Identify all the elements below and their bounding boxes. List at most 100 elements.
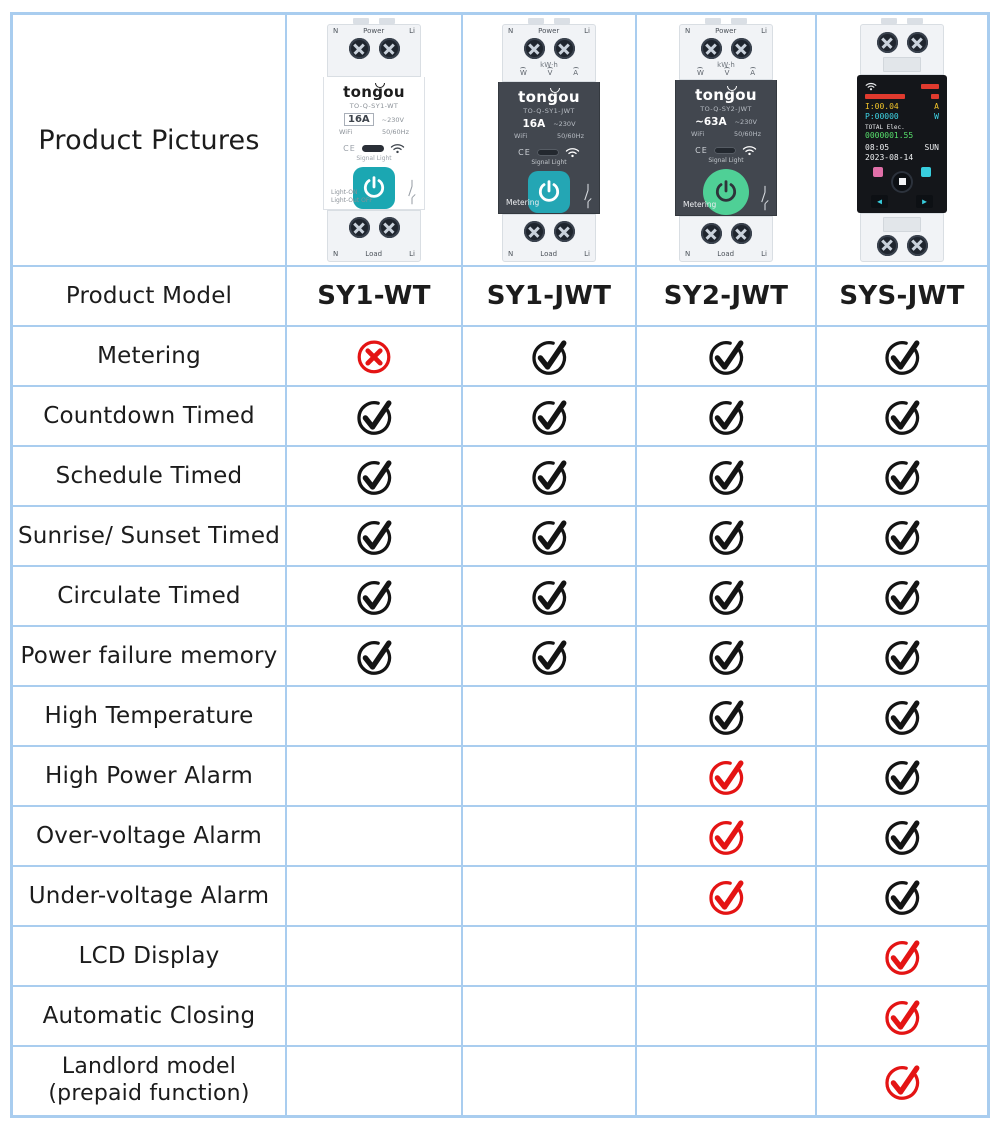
terminal-label: Power (538, 27, 560, 35)
empty-cell (287, 687, 461, 745)
check-icon (637, 687, 815, 745)
volt-symbol: V (724, 69, 730, 77)
terminal-labels-bottom: N Load Li (503, 250, 595, 260)
empty-cell (463, 927, 635, 985)
check-icon (637, 567, 815, 625)
feature-label: Power failure memory (13, 627, 285, 685)
power-button-icon (528, 171, 570, 214)
device-body: tongou TO-Q-SY1-WT 16A ~230V WiFi 50/60H… (323, 77, 425, 211)
check-icon (817, 807, 987, 865)
terminal-label: Power (715, 27, 737, 35)
empty-cell (287, 987, 461, 1045)
volt-rating: ~230V (381, 115, 404, 124)
check-icon (817, 447, 987, 505)
check-icon (817, 627, 987, 685)
amp-rating: 16A (522, 118, 546, 131)
device-body: tongou TO-Q-SY2-JWT ~63A ~230V WiFi 50/6… (675, 80, 777, 217)
freq-label: 50/60Hz (733, 130, 761, 139)
lcd-current-value: I:00.04 (865, 101, 899, 111)
wifi-label: WiFi (691, 130, 705, 139)
freq-label: 50/60Hz (556, 132, 584, 141)
screw-icon (876, 234, 898, 256)
terminal-label: Li (409, 27, 415, 35)
left-arrow-icon: ◀ (871, 194, 888, 208)
brand-logo: tongou (695, 86, 757, 105)
feature-label-text: Under-voltage Alarm (28, 883, 270, 909)
terminal-block-top: N Power Li (327, 24, 421, 78)
empty-cell (287, 867, 461, 925)
amp-rating: ~63A (695, 116, 727, 129)
terminal-label: N (333, 27, 339, 35)
cross-icon (287, 327, 461, 385)
lcd-date-value: 2023-08-14 (865, 152, 914, 162)
screw-icon (523, 221, 545, 243)
product-model-sy2-jwt: SY2-JWT (637, 267, 815, 325)
volt-symbol: V (547, 69, 553, 77)
feature-label: LCD Display (13, 927, 285, 985)
lcd-alert-segment (921, 83, 939, 89)
pink-button-icon (873, 166, 883, 177)
check-icon (817, 747, 987, 805)
feature-label: Metering (13, 327, 285, 385)
lcd-button-row (865, 170, 939, 193)
light-off-label: Light-Out OFF (331, 197, 373, 205)
rating-row: 16A ~230V (499, 118, 599, 130)
terminal-label: Load (365, 250, 383, 258)
empty-cell (287, 927, 461, 985)
terminal-label: N (508, 27, 514, 35)
lcd-voltage-unit-segment (931, 93, 939, 99)
check-icon (817, 987, 987, 1045)
power-button-icon (703, 169, 749, 216)
terminal-block-bottom: N Load Li (502, 214, 596, 262)
amp-symbol: A (573, 69, 578, 77)
wifi-icon (865, 82, 877, 91)
terminal-label: Power (363, 27, 385, 35)
brand-logo: tongou (343, 83, 405, 102)
empty-cell (463, 1047, 635, 1115)
empty-cell (637, 927, 815, 985)
ce-mark: CE (343, 144, 356, 154)
screw-icon (553, 38, 575, 59)
device-body: tongou TO-Q-SY1-JWT 16A ~230V WiFi 50/60… (498, 82, 600, 215)
signal-led (536, 149, 559, 157)
feature-label: Sunrise/ Sunset Timed (13, 507, 285, 565)
screw-row (328, 38, 420, 59)
empty-cell (463, 807, 635, 865)
switch-diagram-icon (584, 184, 592, 209)
terminal-label: Load (717, 250, 735, 258)
signal-led (361, 145, 384, 153)
light-caption-row: Light-ON Light-Out OFF (331, 179, 418, 205)
screw-icon (906, 234, 928, 256)
terminal-label: Li (761, 250, 767, 258)
product-image-sys-jwt: I:00.04 A P:00000 W TOTAL Elec. 0000001.… (853, 18, 951, 262)
signal-light-label: Signal Light (356, 155, 392, 163)
terminal-labels-bottom: N Load Li (328, 250, 420, 260)
ok-button-icon (891, 170, 913, 193)
unit-symbols: W V A (503, 69, 595, 77)
feature-label: Circulate Timed (13, 567, 285, 625)
lcd-button-pad: ◀ ▶ (865, 162, 939, 208)
terminal-labels-top: N Power Li (680, 25, 772, 35)
signal-light-label: Signal Light (531, 159, 567, 167)
freq-label: 50/60Hz (381, 128, 409, 137)
check-icon (637, 867, 815, 925)
terminal-label: Li (584, 250, 590, 258)
feature-label: Countdown Timed (13, 387, 285, 445)
check-icon (463, 507, 635, 565)
feature-label-text: (prepaid function) (48, 1081, 250, 1106)
row-label-product-pictures: Product Pictures (13, 15, 285, 265)
terminal-label: Li (761, 27, 767, 35)
lcd-status-row (865, 82, 939, 91)
screw-icon (906, 32, 928, 53)
check-icon (637, 747, 815, 805)
terminal-label: N (508, 250, 514, 258)
rating-row-2: WiFi 50/60Hz (324, 128, 424, 136)
feature-label: High Temperature (13, 687, 285, 745)
empty-cell (463, 687, 635, 745)
power-glyph (538, 180, 560, 203)
check-icon (463, 627, 635, 685)
model-code: TO-Q-SY1-WT (349, 102, 399, 111)
right-arrow-icon: ▶ (916, 194, 933, 208)
terminal-label: Li (409, 250, 415, 258)
check-icon (637, 807, 815, 865)
